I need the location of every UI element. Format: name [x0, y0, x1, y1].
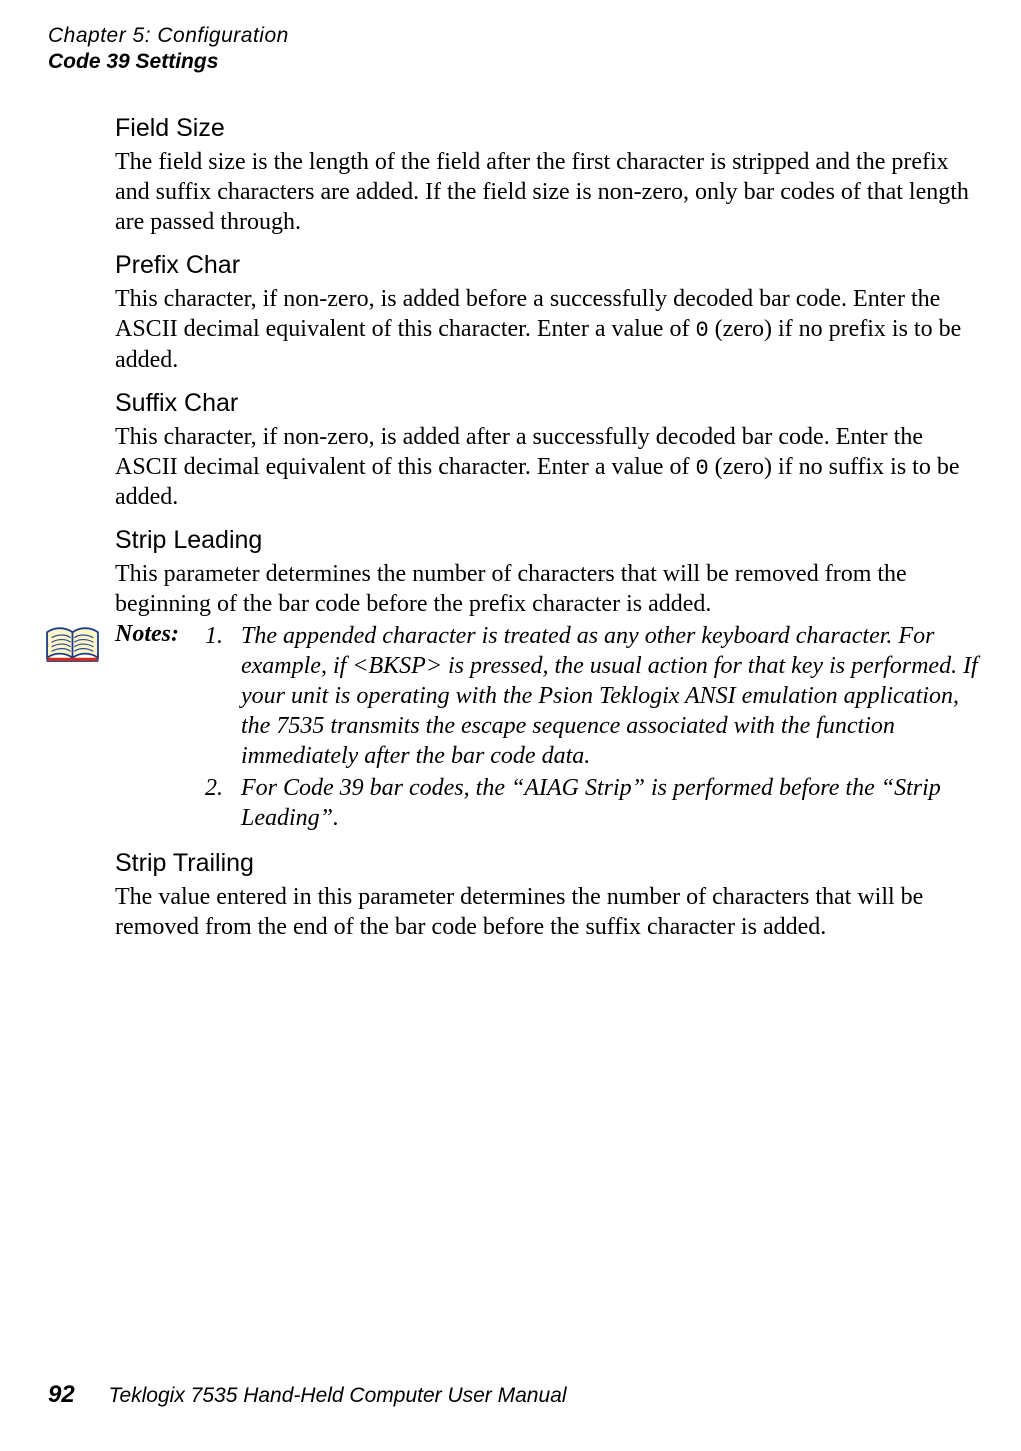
note-body-2: For Code 39 bar codes, the “AIAG Strip” …	[241, 773, 985, 833]
heading-suffix-char: Suffix Char	[115, 389, 985, 418]
running-head-section: Code 39 Settings	[48, 50, 289, 74]
notes-block: Notes: 1. The appended character is trea…	[45, 621, 985, 835]
para-suffix-char: This character, if non-zero, is added af…	[115, 422, 985, 513]
manual-title: Teklogix 7535 Hand-Held Computer User Ma…	[109, 1384, 567, 1407]
book-icon	[45, 625, 100, 670]
page-number: 92	[48, 1381, 75, 1408]
para-strip-trailing: The value entered in this parameter dete…	[115, 882, 985, 942]
note-item-2: 2. For Code 39 bar codes, the “AIAG Stri…	[205, 773, 985, 833]
running-head: Chapter 5: Configuration Code 39 Setting…	[48, 24, 289, 74]
note-item-1: 1. The appended character is treated as …	[205, 621, 985, 771]
notes-text: Notes: 1. The appended character is trea…	[115, 621, 985, 835]
heading-strip-trailing: Strip Trailing	[115, 849, 985, 878]
heading-strip-leading: Strip Leading	[115, 526, 985, 555]
heading-field-size: Field Size	[115, 114, 985, 143]
para-field-size: The field size is the length of the fiel…	[115, 147, 985, 237]
page: Chapter 5: Configuration Code 39 Setting…	[0, 0, 1021, 1451]
note-body-1: The appended character is treated as any…	[241, 621, 985, 771]
code-zero: 0	[695, 456, 708, 481]
content: Field Size The field size is the length …	[115, 100, 985, 944]
heading-prefix-char: Prefix Char	[115, 251, 985, 280]
para-prefix-char: This character, if non-zero, is added be…	[115, 284, 985, 375]
footer: 92 Teklogix 7535 Hand-Held Computer User…	[48, 1381, 567, 1409]
note-num-1: 1.	[205, 621, 241, 771]
notes-label: Notes:	[115, 621, 205, 648]
running-head-chapter: Chapter 5: Configuration	[48, 24, 289, 48]
note-num-2: 2.	[205, 773, 241, 833]
code-zero: 0	[695, 318, 708, 343]
para-strip-leading: This parameter determines the number of …	[115, 559, 985, 619]
